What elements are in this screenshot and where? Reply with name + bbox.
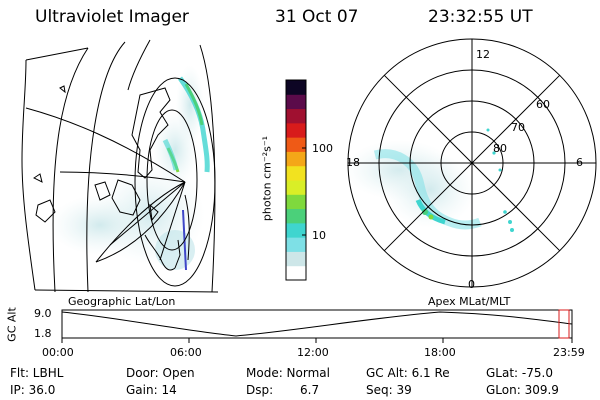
altitude-plot <box>61 309 573 343</box>
status-glat: GLat: -75.0 <box>486 366 553 380</box>
altitude-ytick-min: 1.8 <box>34 327 52 340</box>
instrument-title: Ultraviolet Imager <box>35 7 189 27</box>
colorbar-band <box>286 251 306 267</box>
geographic-map <box>21 39 219 293</box>
colorbar-band <box>286 94 306 110</box>
status-mode: Mode: Normal <box>246 366 330 380</box>
polar-map <box>347 38 597 288</box>
colorbar-band <box>286 208 306 224</box>
colorbar <box>285 79 307 281</box>
geo-grid <box>21 39 219 293</box>
altitude-xtick-0600: 06:00 <box>170 346 202 359</box>
mlt-label-0: 0 <box>468 278 475 291</box>
colorbar-band <box>286 165 306 181</box>
status-gc-alt: GC Alt: 6.1 Re <box>366 366 450 380</box>
colorbar-tick-100: 100 <box>312 142 333 155</box>
colorbar-band <box>286 137 306 152</box>
colorbar-band <box>286 180 306 195</box>
colorbar-band <box>286 237 306 252</box>
altitude-xtick-1800: 18:00 <box>424 346 456 359</box>
status-ip: IP: 36.0 <box>10 383 56 397</box>
altitude-xtick-1200: 12:00 <box>297 346 329 359</box>
header-date: 31 Oct 07 <box>275 7 359 27</box>
status-dsp-label: Dsp: <box>246 383 274 397</box>
geo-map-caption: Geographic Lat/Lon <box>68 295 176 308</box>
altitude-xtick-0000: 00:00 <box>42 346 74 359</box>
geo-aurora-haze <box>50 65 210 271</box>
colorbar-band <box>286 194 306 210</box>
colorbar-band <box>286 122 306 138</box>
mlt-label-6: 6 <box>576 156 583 169</box>
altitude-xtick-2359: 23:59 <box>553 346 585 359</box>
lat-label-80: 80 <box>493 142 507 155</box>
status-filter: Flt: LBHL <box>10 366 64 380</box>
lat-label-60: 60 <box>536 98 550 111</box>
current-time-marker <box>558 309 570 339</box>
colorbar-band <box>286 108 306 124</box>
status-dsp-value: 6.7 <box>300 383 320 397</box>
mlt-label-18: 18 <box>346 156 360 169</box>
colorbar-frame <box>285 79 307 281</box>
polar-map-caption: Apex MLat/MLT <box>428 295 511 308</box>
mlt-label-12: 12 <box>476 48 490 61</box>
colorbar-band <box>286 222 306 238</box>
header-time: 23:32:55 UT <box>428 7 533 27</box>
status-glon: GLon: 309.9 <box>486 383 559 397</box>
status-door: Door: Open <box>126 366 195 380</box>
status-seq: Seq: 39 <box>366 383 412 397</box>
colorbar-tick-10: 10 <box>312 229 326 242</box>
status-gain: Gain: 14 <box>126 383 177 397</box>
polar-grid <box>347 38 597 288</box>
altitude-ylabel: GC Alt <box>5 307 19 342</box>
colorbar-band <box>286 151 306 167</box>
colorbar-unit-label: photon cm⁻²s⁻¹ <box>260 135 274 222</box>
lat-label-70: 70 <box>511 121 525 134</box>
geo-coastlines <box>33 85 190 271</box>
colorbar-band <box>286 265 306 281</box>
colorbar-band <box>286 80 306 95</box>
altitude-ytick-max: 9.0 <box>34 307 52 320</box>
